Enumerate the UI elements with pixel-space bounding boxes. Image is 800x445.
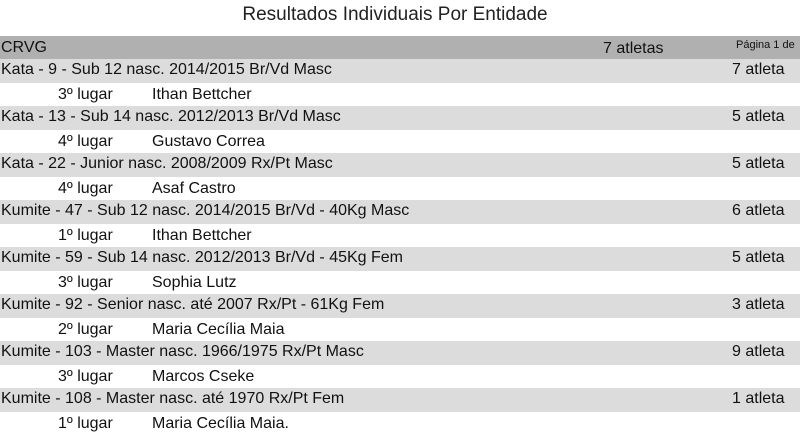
placement: 2º lugar — [58, 320, 113, 338]
category-row: Kata - 22 - Junior nasc. 2008/2009 Rx/Pt… — [0, 153, 800, 177]
club-name: CRVG — [1, 39, 47, 56]
result-row: 1º lugar Ithan Bettcher — [0, 223, 800, 247]
athlete-name: Maria Cecília Maia — [152, 320, 285, 338]
club-header-row: CRVG 7 atletas Página 1 de — [0, 36, 800, 59]
result-row: 3º lugar Marcos Cseke — [0, 364, 800, 388]
placement: 4º lugar — [58, 179, 113, 197]
category-name: Kumite - 47 - Sub 12 nasc. 2014/2015 Br/… — [1, 202, 410, 219]
page-indicator: Página 1 de — [736, 39, 795, 51]
athlete-name: Sophia Lutz — [152, 273, 237, 291]
placement: 1º lugar — [58, 414, 113, 432]
result-row: 1º lugar Maria Cecília Maia. — [0, 411, 800, 435]
category-name: Kumite - 108 - Master nasc. até 1970 Rx/… — [1, 390, 345, 407]
category-athlete-count: 6 atleta — [732, 202, 785, 219]
result-row: 4º lugar Asaf Castro — [0, 176, 800, 200]
category-athlete-count: 7 atleta — [732, 61, 785, 78]
athlete-name: Ithan Bettcher — [152, 226, 252, 244]
category-name: Kumite - 59 - Sub 14 nasc. 2012/2013 Br/… — [1, 249, 403, 266]
category-athlete-count: 9 atleta — [732, 343, 785, 360]
category-name: Kata - 22 - Junior nasc. 2008/2009 Rx/Pt… — [1, 155, 333, 172]
category-athlete-count: 5 atleta — [732, 249, 785, 266]
category-name: Kumite - 92 - Senior nasc. até 2007 Rx/P… — [1, 296, 385, 313]
category-row: Kumite - 92 - Senior nasc. até 2007 Rx/P… — [0, 294, 800, 318]
athlete-name: Maria Cecília Maia. — [152, 414, 289, 432]
result-row: 3º lugar Ithan Bettcher — [0, 82, 800, 106]
placement: 3º lugar — [58, 85, 113, 103]
category-athlete-count: 5 atleta — [732, 155, 785, 172]
placement: 4º lugar — [58, 132, 113, 150]
category-name: Kata - 13 - Sub 14 nasc. 2012/2013 Br/Vd… — [1, 108, 341, 125]
athlete-name: Ithan Bettcher — [152, 85, 252, 103]
category-row: Kumite - 47 - Sub 12 nasc. 2014/2015 Br/… — [0, 200, 800, 224]
placement: 1º lugar — [58, 226, 113, 244]
result-row: 4º lugar Gustavo Correa — [0, 129, 800, 153]
category-athlete-count: 1 atleta — [732, 390, 785, 407]
category-row: Kumite - 59 - Sub 14 nasc. 2012/2013 Br/… — [0, 247, 800, 271]
results-list: Kata - 9 - Sub 12 nasc. 2014/2015 Br/Vd … — [0, 59, 800, 435]
club-athlete-count: 7 atletas — [603, 40, 664, 57]
category-row: Kumite - 103 - Master nasc. 1966/1975 Rx… — [0, 341, 800, 365]
category-name: Kata - 9 - Sub 12 nasc. 2014/2015 Br/Vd … — [1, 61, 332, 78]
result-row: 2º lugar Maria Cecília Maia — [0, 317, 800, 341]
category-row: Kata - 13 - Sub 14 nasc. 2012/2013 Br/Vd… — [0, 106, 800, 130]
category-row: Kumite - 108 - Master nasc. até 1970 Rx/… — [0, 388, 800, 412]
report-title: Resultados Individuais Por Entidade — [242, 4, 548, 25]
category-athlete-count: 3 atleta — [732, 296, 785, 313]
category-name: Kumite - 103 - Master nasc. 1966/1975 Rx… — [1, 343, 364, 360]
athlete-name: Marcos Cseke — [152, 367, 255, 385]
placement: 3º lugar — [58, 367, 113, 385]
category-row: Kata - 9 - Sub 12 nasc. 2014/2015 Br/Vd … — [0, 59, 800, 83]
category-athlete-count: 5 atleta — [732, 108, 785, 125]
athlete-name: Asaf Castro — [152, 179, 236, 197]
placement: 3º lugar — [58, 273, 113, 291]
result-row: 3º lugar Sophia Lutz — [0, 270, 800, 294]
athlete-name: Gustavo Correa — [152, 132, 265, 150]
